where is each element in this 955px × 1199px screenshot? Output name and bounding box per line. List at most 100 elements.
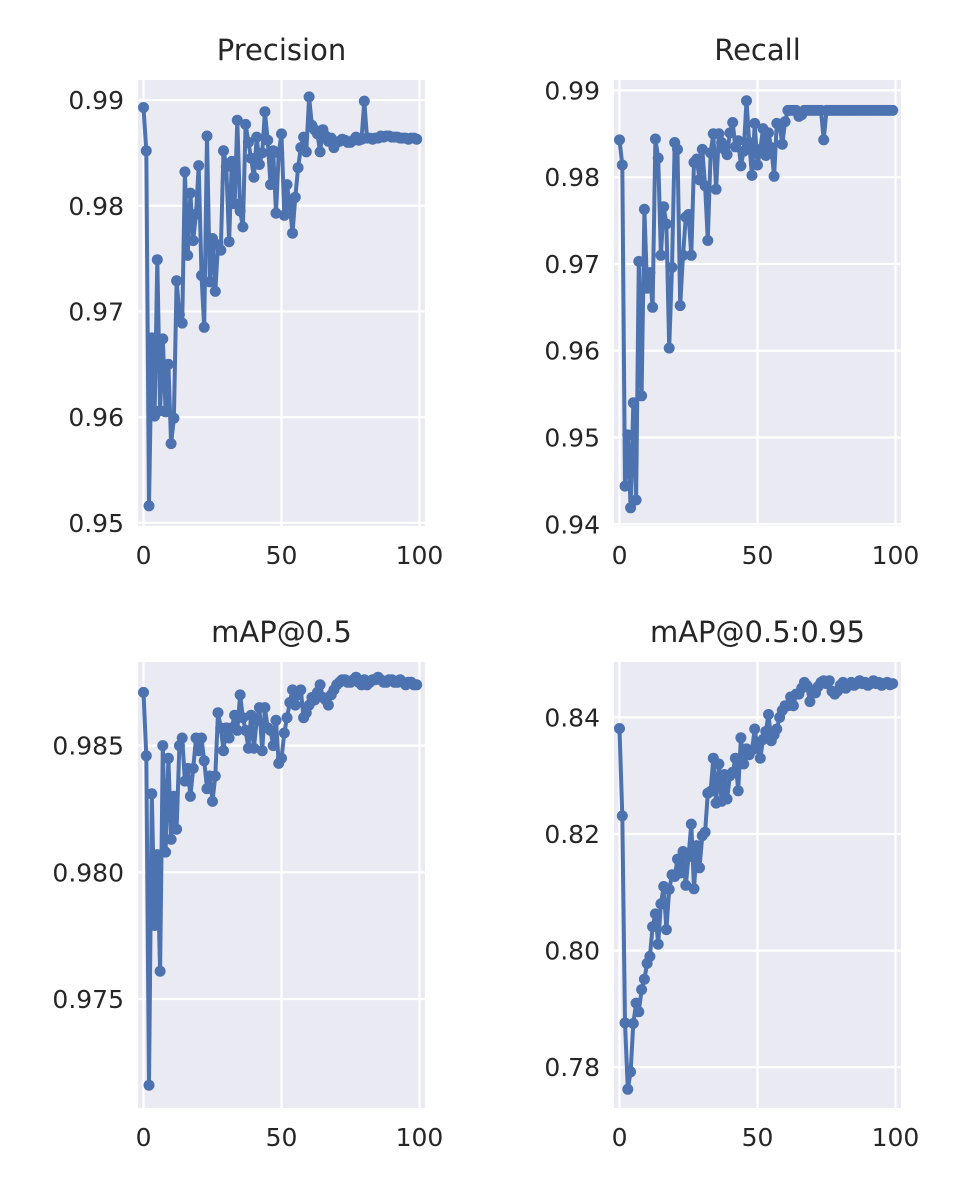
data-point	[278, 209, 290, 221]
data-point	[754, 752, 766, 764]
data-series	[614, 675, 899, 1095]
data-point	[672, 853, 683, 865]
y-tick-label: 0.97	[544, 250, 600, 279]
data-point	[184, 187, 196, 199]
data-point	[622, 1083, 634, 1095]
data-point	[146, 332, 158, 344]
data-point	[284, 200, 296, 212]
data-point	[683, 851, 694, 863]
data-point	[694, 862, 705, 874]
data-point	[281, 712, 293, 724]
data-point	[298, 131, 310, 143]
data-point	[212, 707, 224, 719]
data-point	[231, 724, 243, 736]
data-point	[685, 249, 697, 261]
y-tick-label: 0.95	[68, 509, 124, 538]
data-point	[265, 179, 276, 191]
data-point	[652, 938, 664, 950]
data-point	[655, 249, 667, 261]
y-tick-label: 0.99	[68, 86, 124, 115]
data-point	[207, 795, 218, 807]
data-point	[196, 732, 207, 744]
subplot-map50-95: 0 50 100 0.78 0.80 0.82 0.84 mAP@0.5:0.95	[544, 615, 919, 1152]
data-point	[204, 276, 216, 288]
data-point	[749, 723, 761, 735]
data-point	[251, 131, 263, 143]
data-point	[179, 166, 191, 178]
data-point	[752, 742, 763, 754]
data-point	[273, 147, 285, 159]
data-point	[240, 724, 252, 736]
data-point	[270, 714, 282, 726]
data-point	[741, 95, 752, 107]
subplot-title: Recall	[714, 33, 801, 67]
data-point	[729, 752, 741, 764]
data-point	[278, 727, 290, 739]
data-point	[270, 207, 282, 219]
data-point	[160, 846, 172, 858]
data-point	[804, 696, 816, 708]
tick-labels: 0 50 100 0.94 0.95 0.96 0.97 0.98 0.99	[544, 76, 919, 570]
data-point	[743, 137, 755, 148]
data-point	[259, 106, 271, 118]
data-point	[226, 155, 238, 167]
data-point	[627, 1018, 639, 1029]
data-point	[636, 984, 648, 996]
data-point	[215, 244, 227, 256]
data-point	[649, 133, 661, 145]
data-point	[190, 208, 202, 220]
data-point	[193, 745, 205, 757]
data-point	[218, 745, 229, 757]
y-tick-label: 0.80	[544, 937, 600, 966]
gridlines	[614, 662, 901, 1108]
data-point	[641, 282, 653, 294]
data-point	[265, 724, 276, 736]
data-point	[735, 160, 747, 172]
data-point	[696, 143, 708, 155]
data-point	[256, 147, 268, 159]
data-point	[760, 725, 772, 737]
data-point	[614, 134, 625, 146]
data-point	[705, 785, 717, 797]
data-point	[248, 742, 260, 754]
data-point	[685, 818, 697, 830]
data-point	[242, 136, 254, 148]
data-point	[727, 117, 739, 128]
data-point	[151, 849, 163, 861]
y-tick-label: 0.97	[68, 297, 124, 326]
data-point	[660, 924, 672, 936]
y-tick-label: 0.82	[544, 820, 600, 849]
x-tick-label: 50	[266, 541, 298, 570]
data-point	[652, 152, 664, 164]
data-point	[771, 723, 783, 735]
data-point	[658, 201, 670, 213]
data-point	[198, 321, 210, 333]
data-point	[622, 429, 634, 441]
data-point	[240, 118, 252, 130]
data-point	[411, 679, 423, 691]
data-point	[256, 745, 268, 757]
data-point	[752, 159, 763, 171]
data-point	[616, 159, 628, 171]
data-point	[630, 494, 642, 506]
data-point	[616, 810, 628, 822]
data-point	[680, 879, 692, 891]
subplot-precision: 0 50 100 0.95 0.96 0.97 0.98 0.99 Precision	[68, 33, 443, 570]
data-point	[149, 920, 161, 931]
data-point	[138, 102, 149, 113]
data-point	[168, 790, 180, 802]
data-point	[638, 203, 650, 215]
data-point	[171, 275, 183, 287]
y-tick-label: 0.95	[544, 423, 600, 452]
data-point	[276, 752, 287, 764]
data-point	[218, 145, 229, 157]
data-point	[160, 406, 172, 418]
y-tick-label: 0.98	[68, 192, 124, 221]
x-tick-label: 50	[742, 1123, 774, 1152]
data-point	[887, 104, 899, 116]
data-point	[660, 218, 672, 230]
y-tick-label: 0.98	[544, 163, 600, 192]
data-point	[721, 793, 733, 805]
data-point	[253, 159, 265, 170]
data-point	[201, 783, 213, 795]
